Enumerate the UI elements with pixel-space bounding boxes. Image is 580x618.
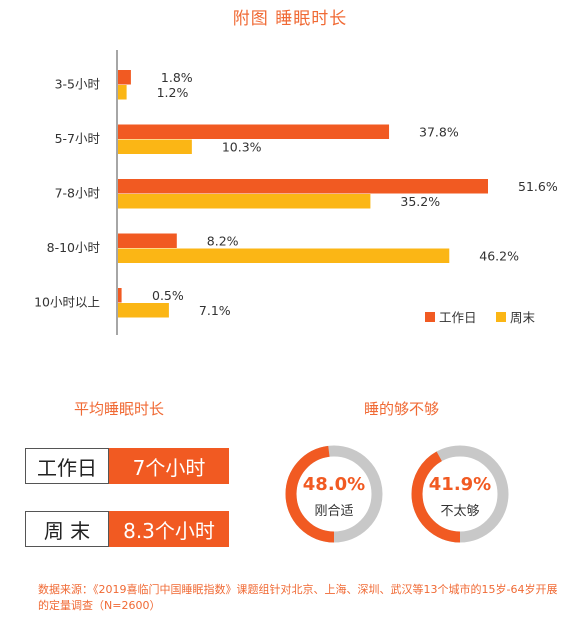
bar-workday: [118, 179, 488, 194]
data-label: 35.2%: [400, 194, 440, 209]
data-label: 7.1%: [199, 303, 231, 318]
bar-weekend: [118, 85, 127, 100]
data-label: 10.3%: [222, 140, 262, 155]
gauge-ring: [285, 445, 383, 543]
data-source-note: 数据来源：《2019喜临门中国睡眠指数》课题组针对北京、上海、深圳、武汉等13个…: [38, 583, 558, 612]
legend-swatch-workday: [425, 312, 435, 322]
bar-workday: [118, 124, 390, 139]
gauge-percent: 48.0%: [302, 474, 366, 495]
bar-workday: [118, 288, 122, 303]
data-label: 0.5%: [152, 288, 184, 303]
avg-row-value: 7个小时: [109, 448, 229, 484]
data-label: 8.2%: [207, 234, 239, 249]
enough-sleep-title: 睡的够不够: [364, 400, 440, 418]
bar-weekend: [118, 194, 371, 209]
bar-workday: [118, 233, 177, 248]
avg-row-key: 周 末: [25, 511, 109, 547]
gauge-label: 刚合适: [314, 504, 354, 519]
avg-row-weekend: 周 末 8.3个小时: [25, 511, 229, 547]
bar-weekend: [118, 139, 192, 154]
data-label: 37.8%: [419, 125, 459, 140]
legend-label: 工作日: [439, 310, 477, 325]
category-label: 8-10小时: [47, 240, 101, 255]
category-label: 5-7小时: [55, 131, 101, 146]
avg-sleep-title: 平均睡眠时长: [74, 400, 165, 418]
category-label: 10小时以上: [34, 295, 100, 310]
legend-label: 周末: [510, 310, 536, 325]
data-label: 51.6%: [518, 179, 558, 194]
page-title: 附图 睡眠时长: [232, 9, 348, 29]
bar-weekend: [118, 303, 169, 318]
legend-swatch-weekend: [496, 312, 506, 322]
category-label: 3-5小时: [55, 77, 101, 92]
avg-row-value: 8.3个小时: [109, 511, 229, 547]
gauge-ring: [411, 445, 509, 543]
gauge-percent: 41.9%: [428, 474, 492, 495]
gauge-label: 不太够: [440, 504, 480, 519]
sleep-duration-bar-chart: 3-5小时 1.8%1.2% 5-7小时 37.8% 10.3% 7-8小时 51.6% 35…: [34, 50, 558, 335]
data-label: 1.8%: [161, 70, 193, 85]
category-label: 7-8小时: [55, 186, 101, 201]
gauge-just-right: 48.0% 刚合适: [284, 444, 384, 544]
data-label: 46.2%: [479, 249, 519, 264]
avg-row-workday: 工作日 7个小时: [25, 448, 229, 484]
avg-row-key: 工作日: [25, 448, 109, 484]
bar-workday: [118, 70, 131, 85]
gauge-not-enough: 41.9% 不太够: [410, 444, 510, 544]
data-label: 1.2%: [157, 85, 189, 100]
bar-weekend: [118, 248, 450, 263]
